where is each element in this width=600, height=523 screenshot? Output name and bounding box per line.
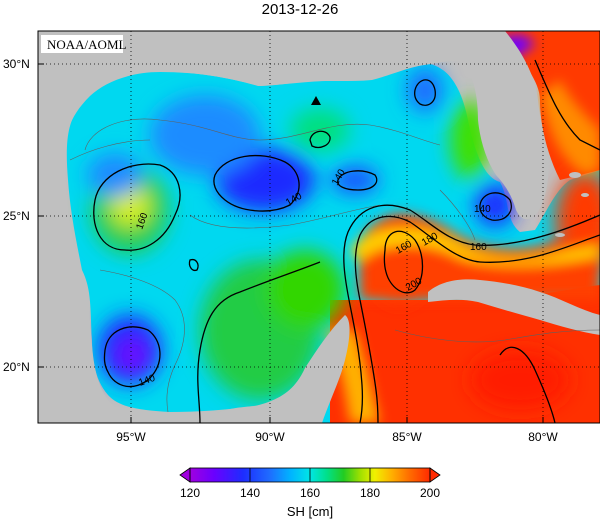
map-panel: 160 140 140 140 160 180 160 200 140 NOAA… bbox=[38, 31, 600, 423]
credit-label: NOAA/AOML bbox=[41, 35, 127, 53]
contour-label: 160 bbox=[470, 242, 487, 253]
colorbar-tick: 200 bbox=[420, 486, 440, 500]
lon-label: 90°W bbox=[255, 430, 285, 444]
buoy-marker-icon bbox=[311, 96, 321, 105]
page-title: 2013-12-26 bbox=[261, 1, 339, 18]
colorbar-tick: 140 bbox=[240, 486, 260, 500]
lat-label: 25°N bbox=[3, 209, 30, 223]
lon-label: 80°W bbox=[528, 430, 558, 444]
colorbar-tick: 160 bbox=[300, 486, 320, 500]
ocean-field bbox=[66, 31, 600, 423]
map-border bbox=[37, 30, 600, 424]
minor-contours bbox=[69, 118, 600, 413]
colorbar-tick: 120 bbox=[180, 486, 200, 500]
lon-label: 85°W bbox=[392, 430, 422, 444]
lon-label: 95°W bbox=[116, 430, 146, 444]
coastline bbox=[38, 31, 600, 423]
colorbar: 120 140 160 180 200 SH [cm] bbox=[179, 467, 441, 519]
lat-labels: 30°N 25°N 20°N bbox=[3, 57, 30, 374]
contours bbox=[93, 59, 600, 423]
colorbar-tick: 180 bbox=[360, 486, 380, 500]
lat-label: 20°N bbox=[3, 360, 30, 374]
colorbar-high-arrow-icon bbox=[429, 467, 441, 483]
lon-labels: 95°W 90°W 85°W 80°W bbox=[116, 430, 558, 444]
svg-text:NOAA/AOML: NOAA/AOML bbox=[47, 37, 127, 52]
lat-label: 30°N bbox=[3, 57, 30, 71]
colorbar-low-arrow-icon bbox=[179, 467, 191, 483]
colorbar-label: SH [cm] bbox=[287, 504, 333, 519]
graticule bbox=[38, 31, 600, 423]
contour-label: 140 bbox=[474, 204, 491, 215]
axis-ticks bbox=[38, 63, 544, 423]
